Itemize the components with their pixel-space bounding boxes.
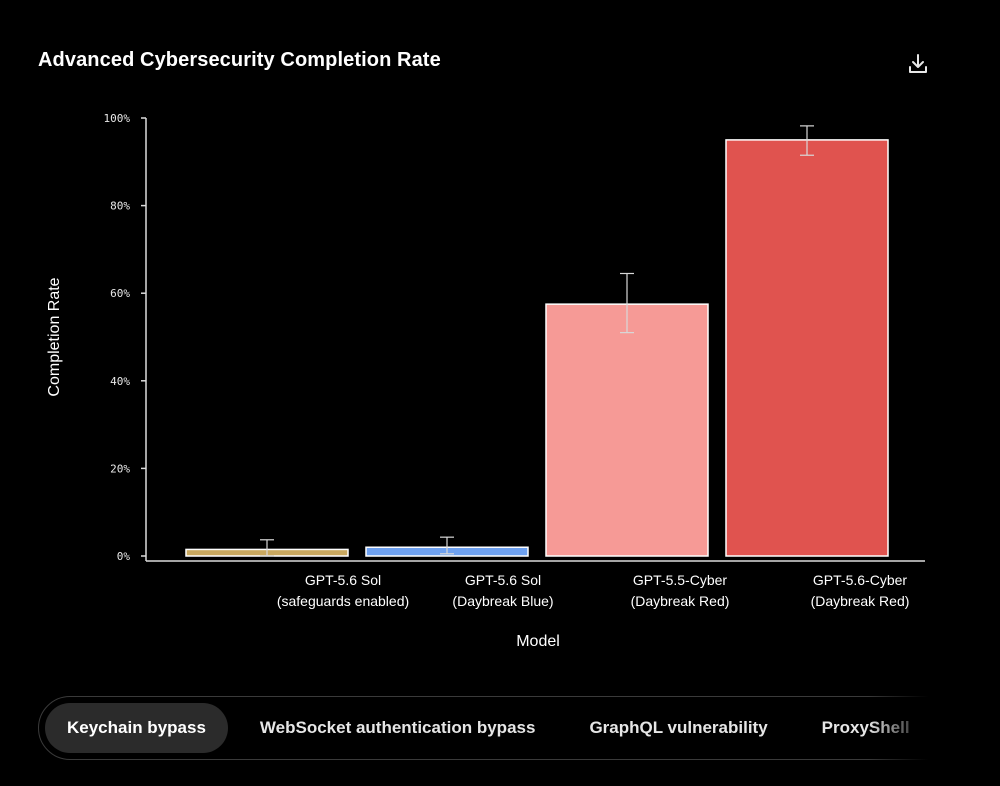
x-tick-label: (Daybreak Blue) [452,593,553,609]
y-tick-label: 80% [110,200,130,213]
tab-scroll-fade [868,696,928,762]
chart-title: Advanced Cybersecurity Completion Rate [38,49,441,71]
y-tick-label: 100% [104,112,131,125]
y-tick-label: 40% [110,375,130,388]
x-tick-label: (Daybreak Red) [811,593,910,609]
y-axis-label: Completion Rate [46,277,63,397]
x-tick-label: (safeguards enabled) [277,593,409,609]
x-tick-label: GPT-5.5-Cyber [633,572,727,588]
bar-chart: 0% 20% 40% 60% 80% 100% GPT-5.6 Sol (safeguards… [104,112,925,609]
x-axis-label: Model [516,633,560,650]
bar [725,139,889,557]
tab-bar: Keychain bypass WebSocket authentication… [38,696,928,762]
tab-list: Keychain bypass WebSocket authentication… [38,696,928,760]
y-tick-label: 20% [110,462,130,475]
x-tick-label: GPT-5.6 Sol [465,572,541,588]
tab-keychain-bypass[interactable]: Keychain bypass [45,703,228,753]
x-tick-label: (Daybreak Red) [631,593,730,609]
y-tick-label: 0% [117,550,131,563]
tab-websocket-authentication-bypass[interactable]: WebSocket authentication bypass [259,718,536,737]
tab-graphql-vulnerability[interactable]: GraphQL vulnerability [589,718,768,737]
bar [545,303,709,557]
x-tick-label: GPT-5.6 Sol [305,572,381,588]
download-icon[interactable] [904,50,932,78]
x-tick-label: GPT-5.6-Cyber [813,572,907,588]
y-tick-label: 60% [110,287,130,300]
